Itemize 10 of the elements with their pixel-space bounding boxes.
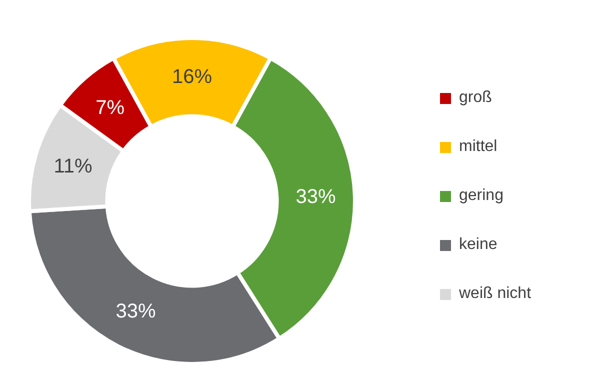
legend-label: keine xyxy=(459,236,498,254)
legend-label: weiß nicht xyxy=(459,285,532,303)
legend-label: mittel xyxy=(459,138,498,156)
data-label: 7% xyxy=(96,97,125,120)
data-label: 33% xyxy=(296,186,336,208)
data-label: 16% xyxy=(172,66,212,88)
legend-label: groß xyxy=(459,89,492,107)
legend-label: gering xyxy=(459,187,504,205)
data-label: 11% xyxy=(54,155,93,178)
data-label: 33% xyxy=(116,300,156,322)
